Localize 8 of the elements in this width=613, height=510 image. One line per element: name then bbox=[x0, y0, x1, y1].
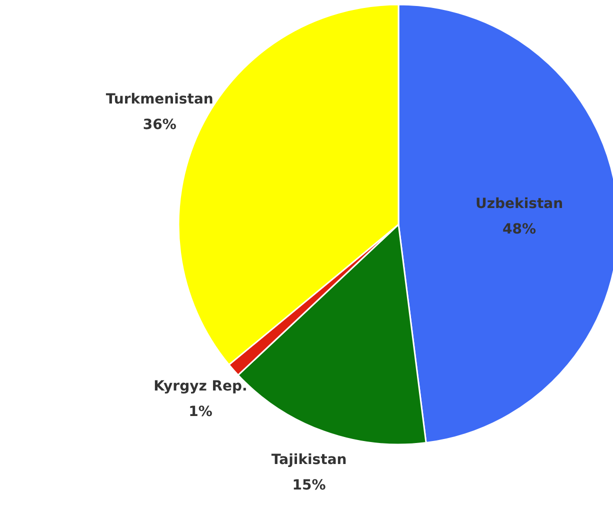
data-label: 48% bbox=[502, 222, 536, 238]
slice-label: Uzbekistan bbox=[475, 196, 564, 212]
data-label: 36% bbox=[142, 116, 176, 133]
slice-label: Kyrgyz Rep. bbox=[154, 378, 248, 394]
data-label: 15% bbox=[292, 478, 326, 494]
slice-label: Turkmenistan bbox=[106, 91, 214, 108]
slice-label: Tajikistan bbox=[271, 452, 347, 468]
data-label: 1% bbox=[188, 404, 212, 420]
